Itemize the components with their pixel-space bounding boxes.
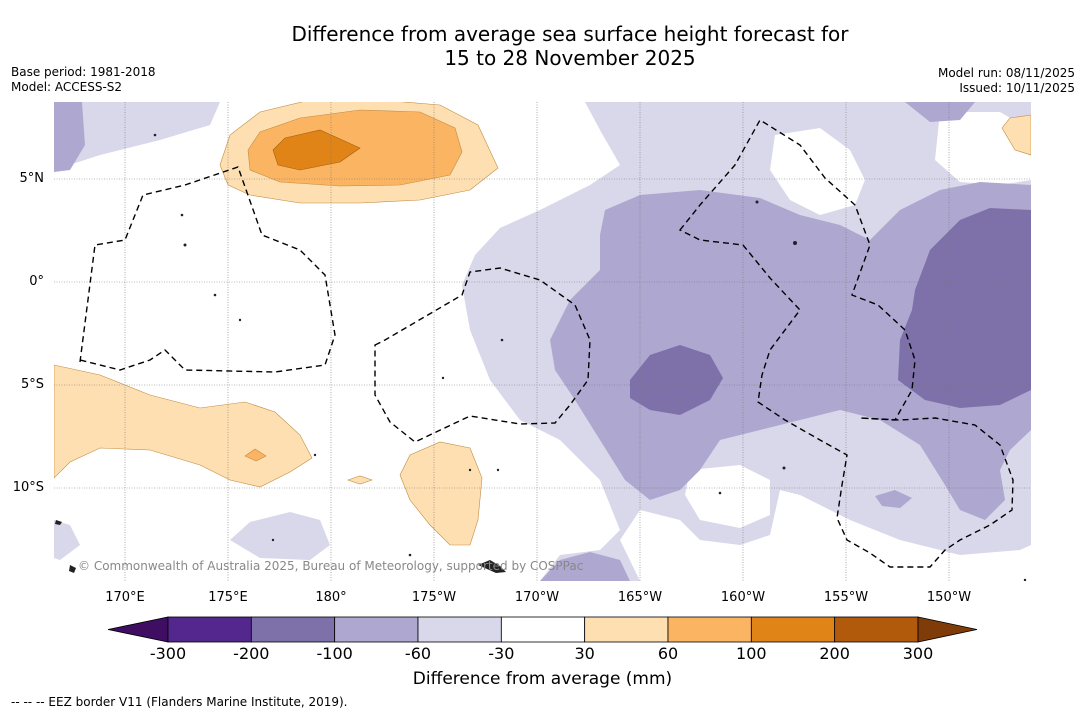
island-tarawa — [183, 243, 187, 247]
island-gilbert-2 — [238, 318, 242, 322]
island-small-e — [1023, 578, 1027, 581]
colorbar-tick-label: 30 — [574, 644, 595, 663]
island-small-c — [313, 453, 317, 457]
island-wallis — [408, 553, 412, 557]
lon-label-180: 180° — [315, 590, 347, 605]
region-w-negative — [54, 520, 80, 560]
colorbar-segment — [167, 616, 252, 643]
region-small-positive — [347, 475, 373, 485]
colorbar-segment — [500, 616, 586, 643]
island-gilbert-1 — [213, 293, 217, 297]
lon-label-155w: 155°W — [823, 590, 869, 605]
model-run: Model run: 08/11/2025 — [937, 66, 1075, 80]
region-s-medium — [540, 552, 630, 581]
colorbar-tick-label: -30 — [488, 644, 515, 663]
meta-right: Model run: 08/11/2025 Issued: 10/11/2025 — [938, 66, 1075, 96]
anomaly-band-plus-100 — [272, 129, 361, 171]
colorbar-tick-label: -300 — [149, 644, 187, 663]
title-line-2: 15 to 28 November 2025 — [444, 46, 696, 70]
island-marshall-2 — [180, 213, 184, 217]
graticule — [54, 102, 1031, 581]
region-sw-negative — [230, 512, 330, 560]
island-small-b — [496, 468, 500, 472]
copyright-notice: © Commonwealth of Australia 2025, Bureau… — [78, 559, 583, 573]
island-west — [69, 565, 76, 573]
colorbar-label: Difference from average (mm) — [412, 669, 673, 689]
eez-footnote: -- -- -- EEZ border V11 (Flanders Marine… — [11, 695, 348, 709]
colorbar-tick-label: -100 — [316, 644, 353, 663]
lat-label-5n: 5°N — [19, 171, 45, 186]
island-phoenix — [500, 338, 504, 342]
island-cook-north — [718, 491, 722, 495]
island-tabuaeran — [755, 200, 759, 204]
eez-borders — [79, 119, 1014, 568]
chart-title: Difference from average sea surface heig… — [0, 22, 1085, 70]
near-zero-holes — [685, 112, 1031, 528]
lon-label-165w: 165°W — [617, 590, 663, 605]
model-name: Model: ACCESS-S2 — [11, 80, 123, 94]
island-samoa — [478, 560, 506, 573]
island-tuvalu — [55, 520, 62, 525]
base-period: Base period: 1981-2018 — [11, 65, 156, 79]
colorbar-segment — [584, 616, 669, 643]
lon-label-170w: 170°W — [514, 590, 560, 605]
region-ne-medium — [905, 102, 975, 122]
lon-label-150w: 150°W — [926, 590, 972, 605]
colorbar-tick-label: 200 — [819, 644, 850, 663]
lon-label-170e: 170°E — [105, 590, 145, 605]
anomaly-band-minus-60 — [54, 102, 1031, 581]
lat-label-10s: 10°S — [12, 480, 44, 495]
hole-north — [770, 128, 865, 215]
lat-label-0: 0° — [29, 274, 44, 289]
issued-date: Issued: 10/11/2025 — [959, 81, 1075, 95]
colorbar-segment — [834, 616, 919, 643]
colorbar-tick-label: 300 — [902, 644, 934, 663]
region-north-peak — [272, 129, 361, 171]
island-tokelau — [271, 538, 275, 542]
lon-label-175e: 175°E — [208, 590, 248, 605]
title-line-1: Difference from average sea surface heig… — [291, 22, 849, 46]
colorbar-tick-label: 60 — [657, 644, 679, 663]
region-ne-positive — [1001, 114, 1031, 156]
island-cook-2 — [782, 466, 786, 470]
meta-left: Base period: 1981-2018 Model: ACCESS-S2 — [11, 65, 156, 95]
colorbar-tick-label: -60 — [404, 644, 432, 663]
region-south-positive — [399, 441, 483, 546]
region-east-dark — [898, 208, 1031, 408]
colorbar-segment — [417, 616, 502, 643]
island-small-d — [441, 376, 445, 380]
colorbar-tick-label: 100 — [736, 644, 767, 663]
colorbar — [107, 616, 978, 643]
region-small-medium — [875, 490, 912, 508]
lon-label-175w: 175°W — [411, 590, 457, 605]
eez-kiribati-gilbert — [79, 166, 336, 373]
colorbar-segment — [667, 616, 752, 643]
eez-kiribati-line — [678, 119, 1014, 568]
lon-label-160w: 160°W — [720, 590, 766, 605]
colorbar-extend-high — [917, 616, 978, 643]
hole-south — [685, 465, 770, 528]
region-nw-medium — [54, 102, 85, 172]
lat-label-5s: 5°S — [20, 377, 44, 392]
island-kiritimati — [793, 241, 797, 245]
colorbar-segment — [250, 616, 336, 643]
islands — [55, 133, 1027, 581]
colorbar-extend-low — [107, 616, 169, 643]
colorbar-segment — [750, 616, 836, 643]
island-marshall-1 — [153, 133, 157, 137]
region-small-mid-positive — [244, 448, 267, 462]
island-small-a — [468, 468, 472, 472]
map-area: © Commonwealth of Australia 2025, Bureau… — [54, 102, 1031, 581]
anomaly-band-minus-100 — [630, 208, 1031, 415]
colorbar-segment — [334, 616, 419, 643]
region-central-medium — [550, 182, 1031, 520]
region-nw-negative — [54, 102, 220, 170]
region-central-dark — [630, 345, 723, 415]
colorbar-tick-label: -200 — [233, 644, 270, 663]
